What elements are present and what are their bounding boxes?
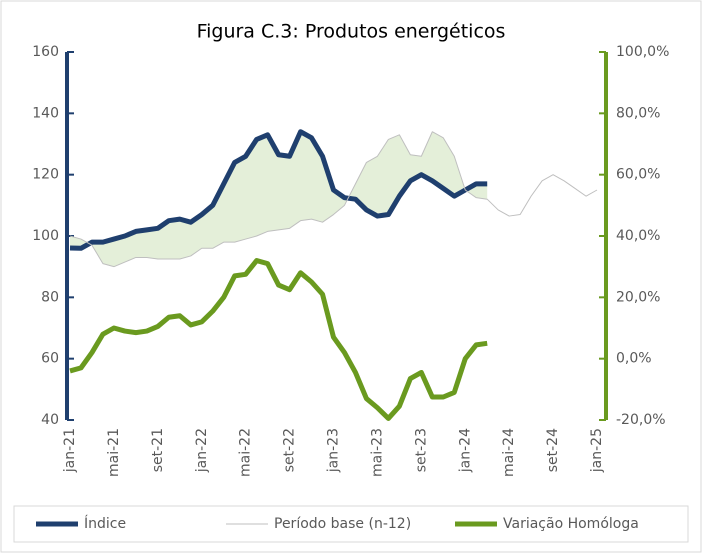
x-tick-label: jan-23 [326, 428, 342, 473]
difference-shading [70, 131, 488, 267]
series-line [69, 129, 488, 251]
x-tick-label: jan-25 [589, 428, 605, 473]
y-tick-label: 140 [32, 105, 59, 121]
legend-label: Índice [84, 515, 126, 532]
x-tick-label: mai-21 [106, 428, 122, 477]
y2-tick-label: 100,0% [616, 44, 669, 60]
x-tick-label: mai-22 [238, 428, 254, 477]
x-tick-label: jan-21 [62, 428, 78, 473]
legend-label: Variação Homóloga [503, 516, 639, 532]
x-tick-label: mai-23 [369, 428, 385, 477]
y-tick-label: 100 [32, 228, 59, 244]
series-line [69, 131, 598, 268]
x-tick-label: set-24 [545, 428, 561, 472]
x-tick-label: set-22 [282, 428, 298, 472]
chart-title: Figura C.3: Produtos energéticos [197, 21, 506, 43]
y-tick-label: 160 [32, 44, 59, 60]
x-tick-label: jan-22 [194, 428, 210, 473]
y2-tick-label: 0,0% [616, 351, 652, 367]
legend-label: Período base (n-12) [274, 516, 411, 532]
y2-tick-label: 60,0% [616, 167, 660, 183]
series-line [69, 258, 488, 421]
y-tick-label: 80 [41, 289, 59, 305]
y-tick-label: 120 [32, 167, 59, 183]
legend-box [13, 505, 689, 543]
y2-tick-label: 20,0% [616, 289, 660, 305]
x-tick-label: set-23 [413, 428, 429, 472]
x-tick-label: set-21 [150, 428, 166, 472]
y2-tick-label: -20,0% [616, 412, 666, 428]
y2-tick-label: 80,0% [616, 105, 660, 121]
y-tick-label: 40 [41, 412, 59, 428]
x-tick-label: jan-24 [457, 428, 473, 473]
x-tick-label: mai-24 [501, 428, 517, 477]
y2-tick-label: 40,0% [616, 228, 660, 244]
y-tick-label: 60 [41, 351, 59, 367]
